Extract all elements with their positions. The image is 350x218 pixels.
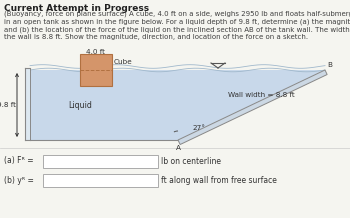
Text: lb on centerline: lb on centerline — [161, 157, 221, 165]
Text: ft along wall from free surface: ft along wall from free surface — [161, 175, 277, 184]
Text: 9.8 ft: 9.8 ft — [0, 102, 16, 108]
Bar — [80, 54, 112, 86]
Text: (a) Fᴿ =: (a) Fᴿ = — [4, 157, 34, 165]
FancyBboxPatch shape — [43, 155, 158, 167]
Text: 4.0 ft: 4.0 ft — [86, 49, 105, 56]
Text: (Buoyancy, force on plane surface) A cube, 4.0 ft on a side, weighs 2950 lb and : (Buoyancy, force on plane surface) A cub… — [4, 11, 350, 17]
Text: Wall width = 8.8 ft: Wall width = 8.8 ft — [228, 92, 295, 98]
Text: (b) yᴿ =: (b) yᴿ = — [4, 175, 34, 184]
Text: A: A — [175, 145, 181, 151]
Text: in an open tank as shown in the figure below. For a liquid depth of 9.8 ft, dete: in an open tank as shown in the figure b… — [4, 19, 350, 25]
FancyBboxPatch shape — [43, 174, 158, 187]
Bar — [25, 68, 30, 140]
Text: Cube: Cube — [114, 59, 133, 65]
Text: and (b) the location of the force of the liquid on the inclined section AB of th: and (b) the location of the force of the… — [4, 27, 350, 33]
Text: Current Attempt in Progress: Current Attempt in Progress — [4, 4, 149, 13]
Polygon shape — [30, 70, 325, 140]
Text: the wall is 8.8 ft. Show the magnitude, direction, and location of the force on : the wall is 8.8 ft. Show the magnitude, … — [4, 34, 308, 40]
Text: B: B — [327, 62, 332, 68]
Text: Liquid: Liquid — [68, 100, 92, 109]
Text: 27°: 27° — [192, 125, 205, 131]
Polygon shape — [178, 70, 327, 145]
